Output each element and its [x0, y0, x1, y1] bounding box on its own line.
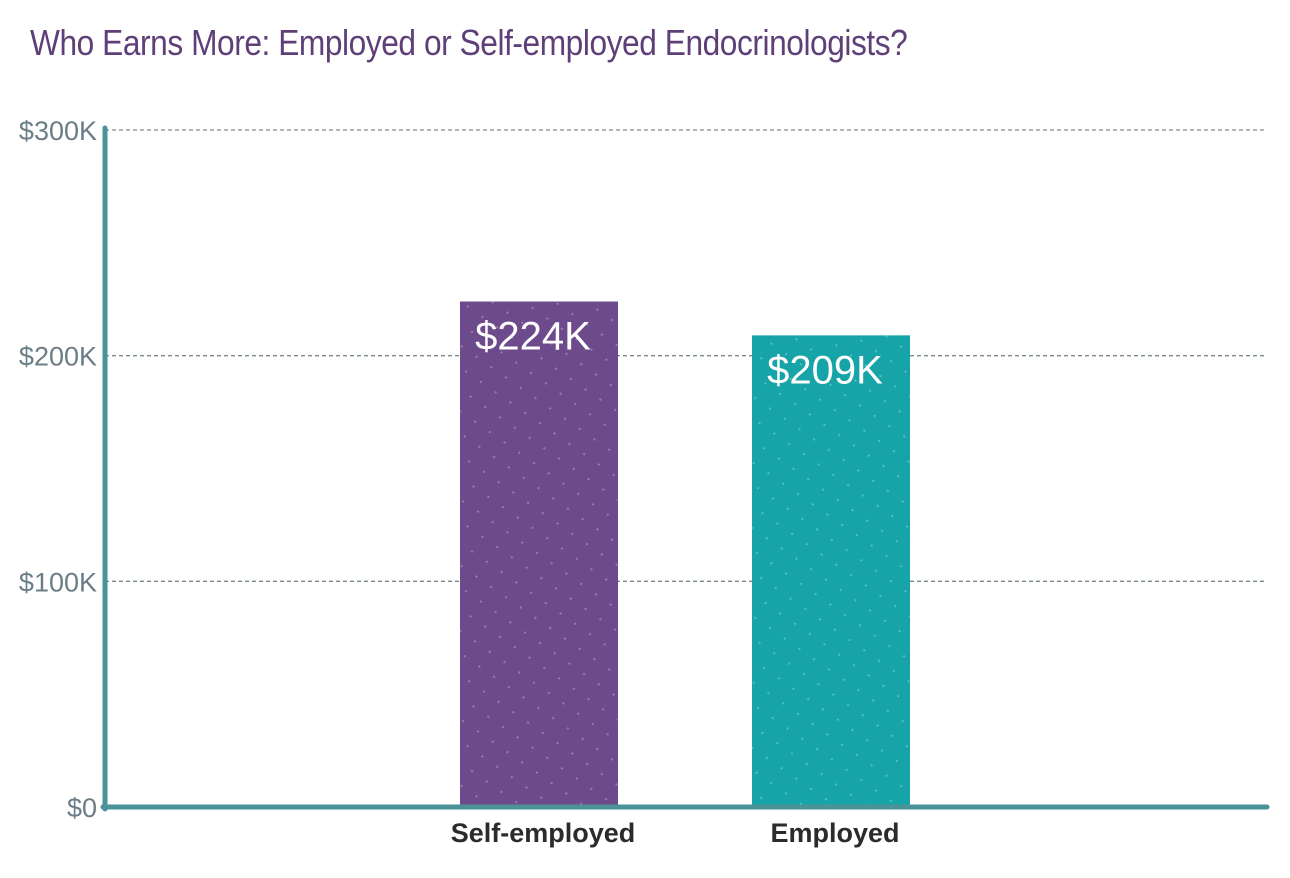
bar-texture: [460, 301, 618, 807]
bars: [460, 301, 910, 807]
chart-title: Who Earns More: Employed or Self-employe…: [30, 22, 908, 63]
gridlines: [105, 129, 1267, 582]
x-tick-label: Self-employed: [451, 818, 636, 848]
axes: [100, 125, 1270, 812]
y-tick-label: $100K: [19, 567, 97, 597]
y-tick-label: $0: [67, 793, 97, 823]
data-label: $209K: [767, 348, 883, 392]
data-label: $224K: [475, 315, 591, 359]
bar-texture: [752, 335, 910, 807]
x-tick-label: Employed: [770, 818, 899, 848]
y-tick-label: $300K: [19, 116, 97, 146]
y-tick-label: $200K: [19, 342, 97, 372]
labels: $0 $100K $200K $300K $224K Self-employed $209K…: [19, 116, 900, 848]
